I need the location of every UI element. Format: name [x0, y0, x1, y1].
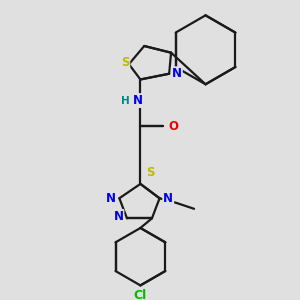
Text: N: N — [106, 192, 116, 205]
Text: N: N — [133, 94, 142, 107]
Text: H: H — [121, 96, 130, 106]
Text: O: O — [168, 120, 178, 133]
Text: N: N — [163, 192, 173, 205]
Text: Cl: Cl — [134, 289, 147, 300]
Text: S: S — [121, 56, 129, 69]
Text: S: S — [146, 166, 154, 179]
Text: N: N — [172, 67, 182, 80]
Text: N: N — [113, 210, 123, 223]
